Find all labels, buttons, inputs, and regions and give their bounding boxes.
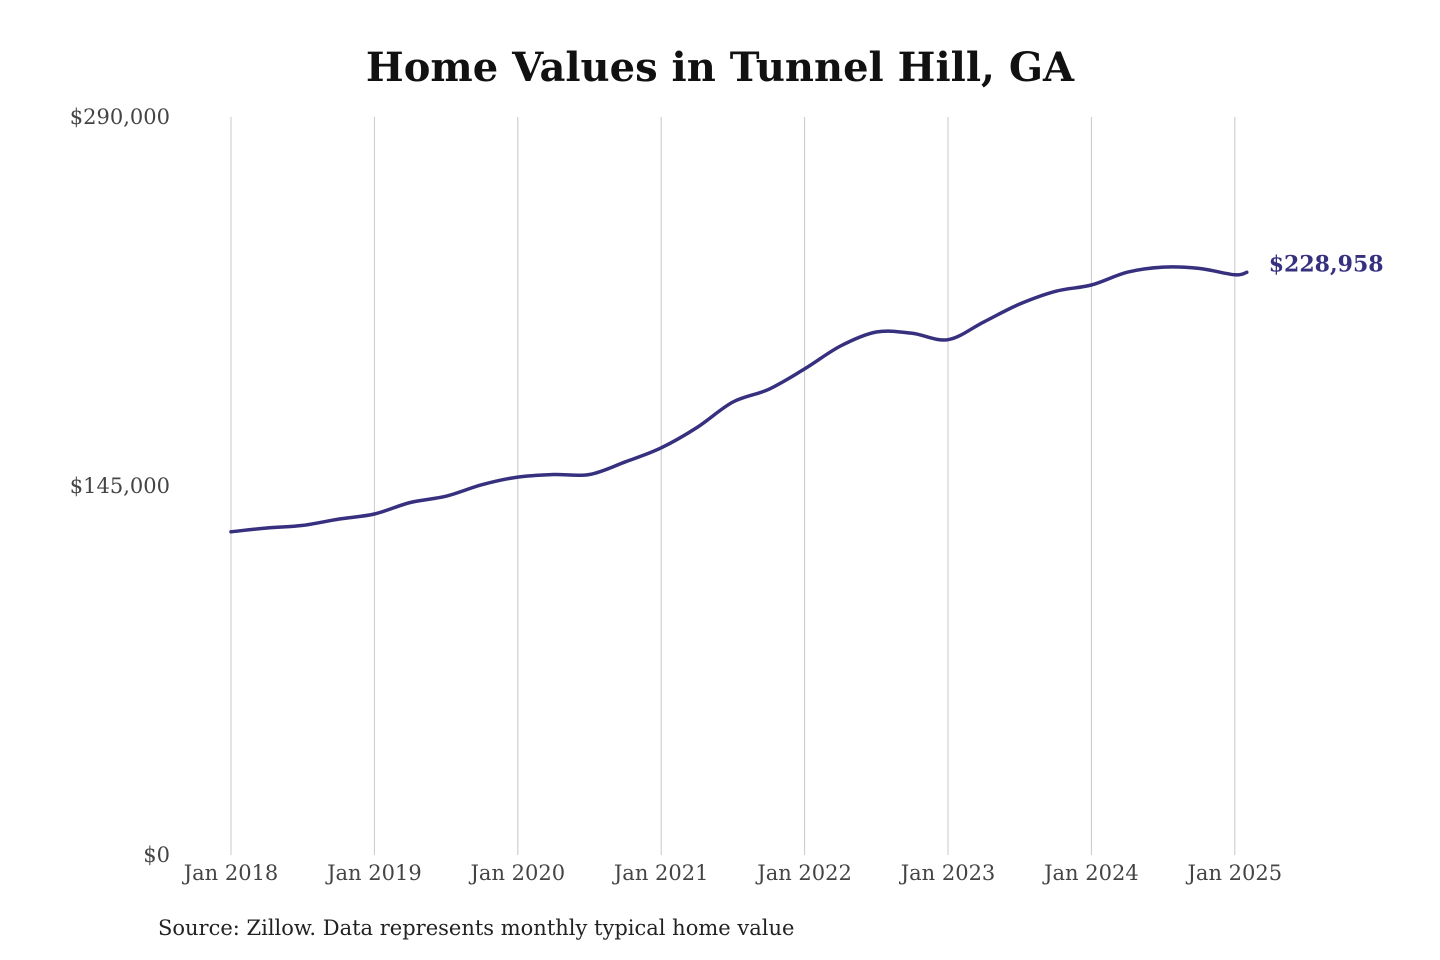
x-tick-label: Jan 2025 — [1186, 861, 1283, 885]
chart-source-note: Source: Zillow. Data represents monthly … — [158, 916, 795, 940]
chart-title: Home Values in Tunnel Hill, GA — [365, 44, 1075, 91]
series-layer — [229, 265, 1249, 534]
y-tick-label: $290,000 — [70, 105, 170, 129]
y-tick-label: $145,000 — [70, 474, 170, 498]
x-tick-label: Jan 2019 — [325, 861, 422, 885]
x-tick-label: Jan 2024 — [1042, 861, 1139, 885]
x-tick-label: Jan 2022 — [755, 861, 852, 885]
y-tick-label: $0 — [143, 843, 170, 867]
gridlines — [230, 117, 1236, 855]
x-tick-label: Jan 2023 — [899, 861, 996, 885]
series-line-0 — [229, 265, 1249, 534]
x-tick-label: Jan 2020 — [469, 861, 566, 885]
end-value-label: $228,958 — [1269, 251, 1384, 277]
x-tick-label: Jan 2018 — [182, 861, 279, 885]
y-axis: $0 $145,000 $290,000 — [70, 105, 170, 867]
x-axis: Jan 2018 Jan 2019 Jan 2020 Jan 2021 Jan 2022… — [182, 861, 1282, 885]
annotation-layer: $228,958 — [1269, 251, 1384, 277]
x-tick-label: Jan 2021 — [612, 861, 709, 885]
